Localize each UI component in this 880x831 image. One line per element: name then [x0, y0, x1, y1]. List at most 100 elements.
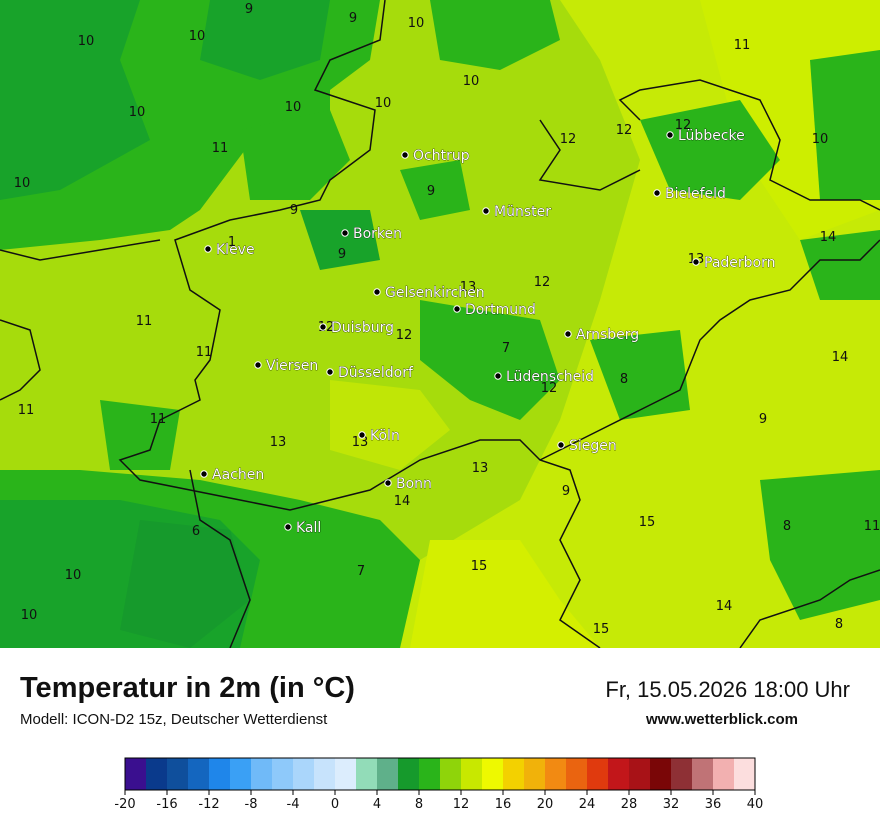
city-markers: Ochtrup Münster Lübbecke Bielefeld Borken Kle…: [200, 128, 776, 536]
warm-zone-south: [410, 540, 600, 648]
website-link[interactable]: www.wetterblick.com: [646, 711, 798, 728]
legend-tick-label: -4: [287, 797, 300, 812]
city-marker: Kall: [284, 520, 322, 536]
legend-color-segment: [230, 758, 252, 790]
temperature-value-label: 14: [716, 599, 733, 614]
temperature-value-label: 10: [463, 74, 480, 89]
legend-color-segment: [671, 758, 693, 790]
city-marker: Aachen: [200, 467, 265, 483]
legend-color-segment: [146, 758, 168, 790]
temperature-value-label: 12: [534, 275, 551, 290]
temperature-value-label: 10: [189, 29, 206, 44]
temperature-map-canvas: 9 9 10 10 10 10 10 10 11 12 12 12 10 11 10 9 9 10 1 14 13 9 12…: [0, 0, 880, 648]
city-marker: Münster: [482, 204, 552, 220]
legend-tick-label: -16: [156, 797, 177, 812]
temperature-value-label: 6: [192, 524, 200, 539]
legend-color-segment: [209, 758, 231, 790]
city-label: Dortmund: [465, 302, 536, 318]
temperature-value-label: 9: [290, 203, 298, 218]
city-label: Aachen: [212, 467, 264, 483]
cool-patch-borken: [300, 210, 380, 270]
legend-tick-label: -20: [114, 797, 135, 812]
legend-color-segment: [293, 758, 315, 790]
model-info: Modell: ICON-D2 15z, Deutscher Wetterdie…: [20, 711, 328, 728]
temperature-value-label: 9: [562, 484, 570, 499]
legend-tick-label: 4: [373, 797, 381, 812]
legend-tick-label: 28: [621, 797, 638, 812]
city-dot: [482, 207, 490, 215]
city-dot: [284, 523, 292, 531]
temperature-value-label: 7: [502, 341, 510, 356]
legend-color-segment: [251, 758, 273, 790]
cool-patch-southeast: [760, 470, 880, 620]
temperature-value-label: 9: [759, 412, 767, 427]
legend-tick-label: 12: [453, 797, 470, 812]
coldest-zone-eifel: [120, 520, 250, 648]
temperature-value-label: 9: [427, 184, 435, 199]
temperature-value-label: 11: [150, 412, 167, 427]
legend-color-segment: [650, 758, 672, 790]
city-label: Ochtrup: [413, 148, 470, 164]
border-southwest: [189, 469, 251, 648]
temperature-value-label: 15: [639, 515, 656, 530]
city-dot: [401, 151, 409, 159]
city-label: Kall: [296, 520, 321, 536]
city-dot: [564, 330, 572, 338]
legend-color-segment: [566, 758, 588, 790]
color-legend: -20 -16 -12 -8 -4 0 4 8 12 16 20 24 28 32 36 40: [114, 756, 766, 826]
city-marker: Duisburg: [319, 320, 394, 336]
temperature-value-label: 11: [734, 38, 751, 53]
city-label: Arnsberg: [576, 327, 639, 343]
city-label: Lübbecke: [678, 128, 745, 144]
legend-color-segment: [440, 758, 462, 790]
legend-color-segment: [272, 758, 294, 790]
temperature-value-label: 11: [196, 345, 213, 360]
border-west: [118, 0, 386, 511]
legend-tick-label: 24: [579, 797, 596, 812]
city-dot: [653, 189, 661, 197]
cool-patch-luebbecke: [640, 100, 780, 200]
temperature-value-label: 14: [394, 494, 411, 509]
city-marker: Lüdenscheid: [494, 369, 594, 385]
temperature-value-label: 10: [285, 100, 302, 115]
city-marker: Viersen: [254, 358, 319, 374]
border-west2: [0, 239, 161, 261]
legend-color-segment: [335, 758, 357, 790]
cool-patch-east2: [800, 230, 880, 300]
city-label: Bielefeld: [665, 186, 726, 202]
cool-patch-muenster: [400, 160, 470, 220]
city-label: Paderborn: [704, 255, 775, 271]
legend-frame: [124, 757, 756, 791]
legend-tick-label: 32: [663, 797, 680, 812]
city-dot: [692, 258, 700, 266]
city-label: Lüdenscheid: [506, 369, 594, 385]
border-northeast: [618, 79, 880, 211]
warm-zone-koeln: [330, 380, 450, 470]
forecast-datetime: Fr, 15.05.2026 18:00 Uhr: [605, 677, 850, 702]
temperature-value-label: 12: [560, 132, 577, 147]
temperature-value-label: 1: [228, 235, 236, 250]
temperature-value-label: 9: [338, 247, 346, 262]
cool-zone-north: [430, 0, 560, 70]
city-marker: Paderborn: [692, 255, 776, 271]
city-dot: [319, 323, 327, 331]
cold-zone-north: [200, 0, 330, 80]
temperature-value-label: 12: [541, 381, 558, 396]
temperature-value-label: 12: [396, 328, 413, 343]
temperature-value-label: 13: [270, 435, 287, 450]
city-marker: Köln: [358, 428, 400, 444]
temperature-value-label: 9: [349, 11, 357, 26]
temperature-value-label: 10: [129, 105, 146, 120]
city-marker: Düsseldorf: [326, 365, 414, 381]
cold-zone-northwest: [0, 0, 150, 200]
legend-color-segment: [587, 758, 609, 790]
city-dot: [254, 361, 262, 369]
city-label: Kleve: [216, 242, 255, 258]
temperature-value-label: 8: [783, 519, 791, 534]
border-south: [329, 439, 601, 648]
legend-color-segment: [314, 758, 336, 790]
legend-color-segment: [503, 758, 525, 790]
legend-tick-label: 8: [415, 797, 423, 812]
city-marker: Dortmund: [453, 302, 536, 318]
temperature-value-label: 10: [21, 608, 38, 623]
